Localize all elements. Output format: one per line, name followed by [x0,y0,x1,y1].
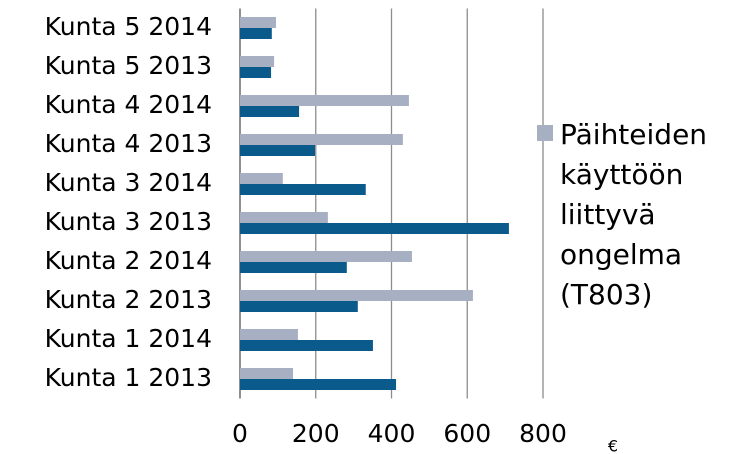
y-tick-label: Kunta 4 2013 [45,129,212,158]
bar [240,329,298,340]
bar [240,134,403,145]
legend-swatch [537,125,553,141]
bar [240,262,347,273]
y-tick-label: Kunta 5 2013 [45,51,212,80]
y-tick-label: Kunta 5 2014 [45,12,212,41]
bar [240,67,272,78]
y-tick-label: Kunta 2 2014 [45,246,212,275]
x-axis-label: € [608,437,618,454]
legend-label: Päihteiden käyttöön liittyvä ongelma (T8… [560,118,708,311]
x-tick-label: 400 [368,419,416,448]
bar [240,56,275,67]
bar [240,301,358,312]
y-tick-label: Kunta 1 2013 [45,363,212,392]
bar [240,290,473,301]
x-tick-label: 0 [232,419,248,448]
x-tick-label: 200 [292,419,340,448]
bar [240,379,397,390]
bar [240,212,328,223]
bar [240,106,300,117]
bar [240,17,276,28]
bar [240,223,509,234]
y-tick-label: Kunta 3 2014 [45,168,212,197]
bar [240,340,373,351]
bar [240,95,409,106]
bar [240,28,272,39]
y-tick-label: Kunta 4 2014 [45,90,212,119]
bar [240,145,315,156]
x-tick-label: 600 [443,419,491,448]
y-tick-label: Kunta 3 2013 [45,207,212,236]
bar [240,251,412,262]
y-tick-label: Kunta 2 2013 [45,285,212,314]
y-tick-label: Kunta 1 2014 [45,324,212,353]
bar [240,184,366,195]
bar [240,368,294,379]
bar [240,173,283,184]
x-tick-label: 800 [519,419,567,448]
